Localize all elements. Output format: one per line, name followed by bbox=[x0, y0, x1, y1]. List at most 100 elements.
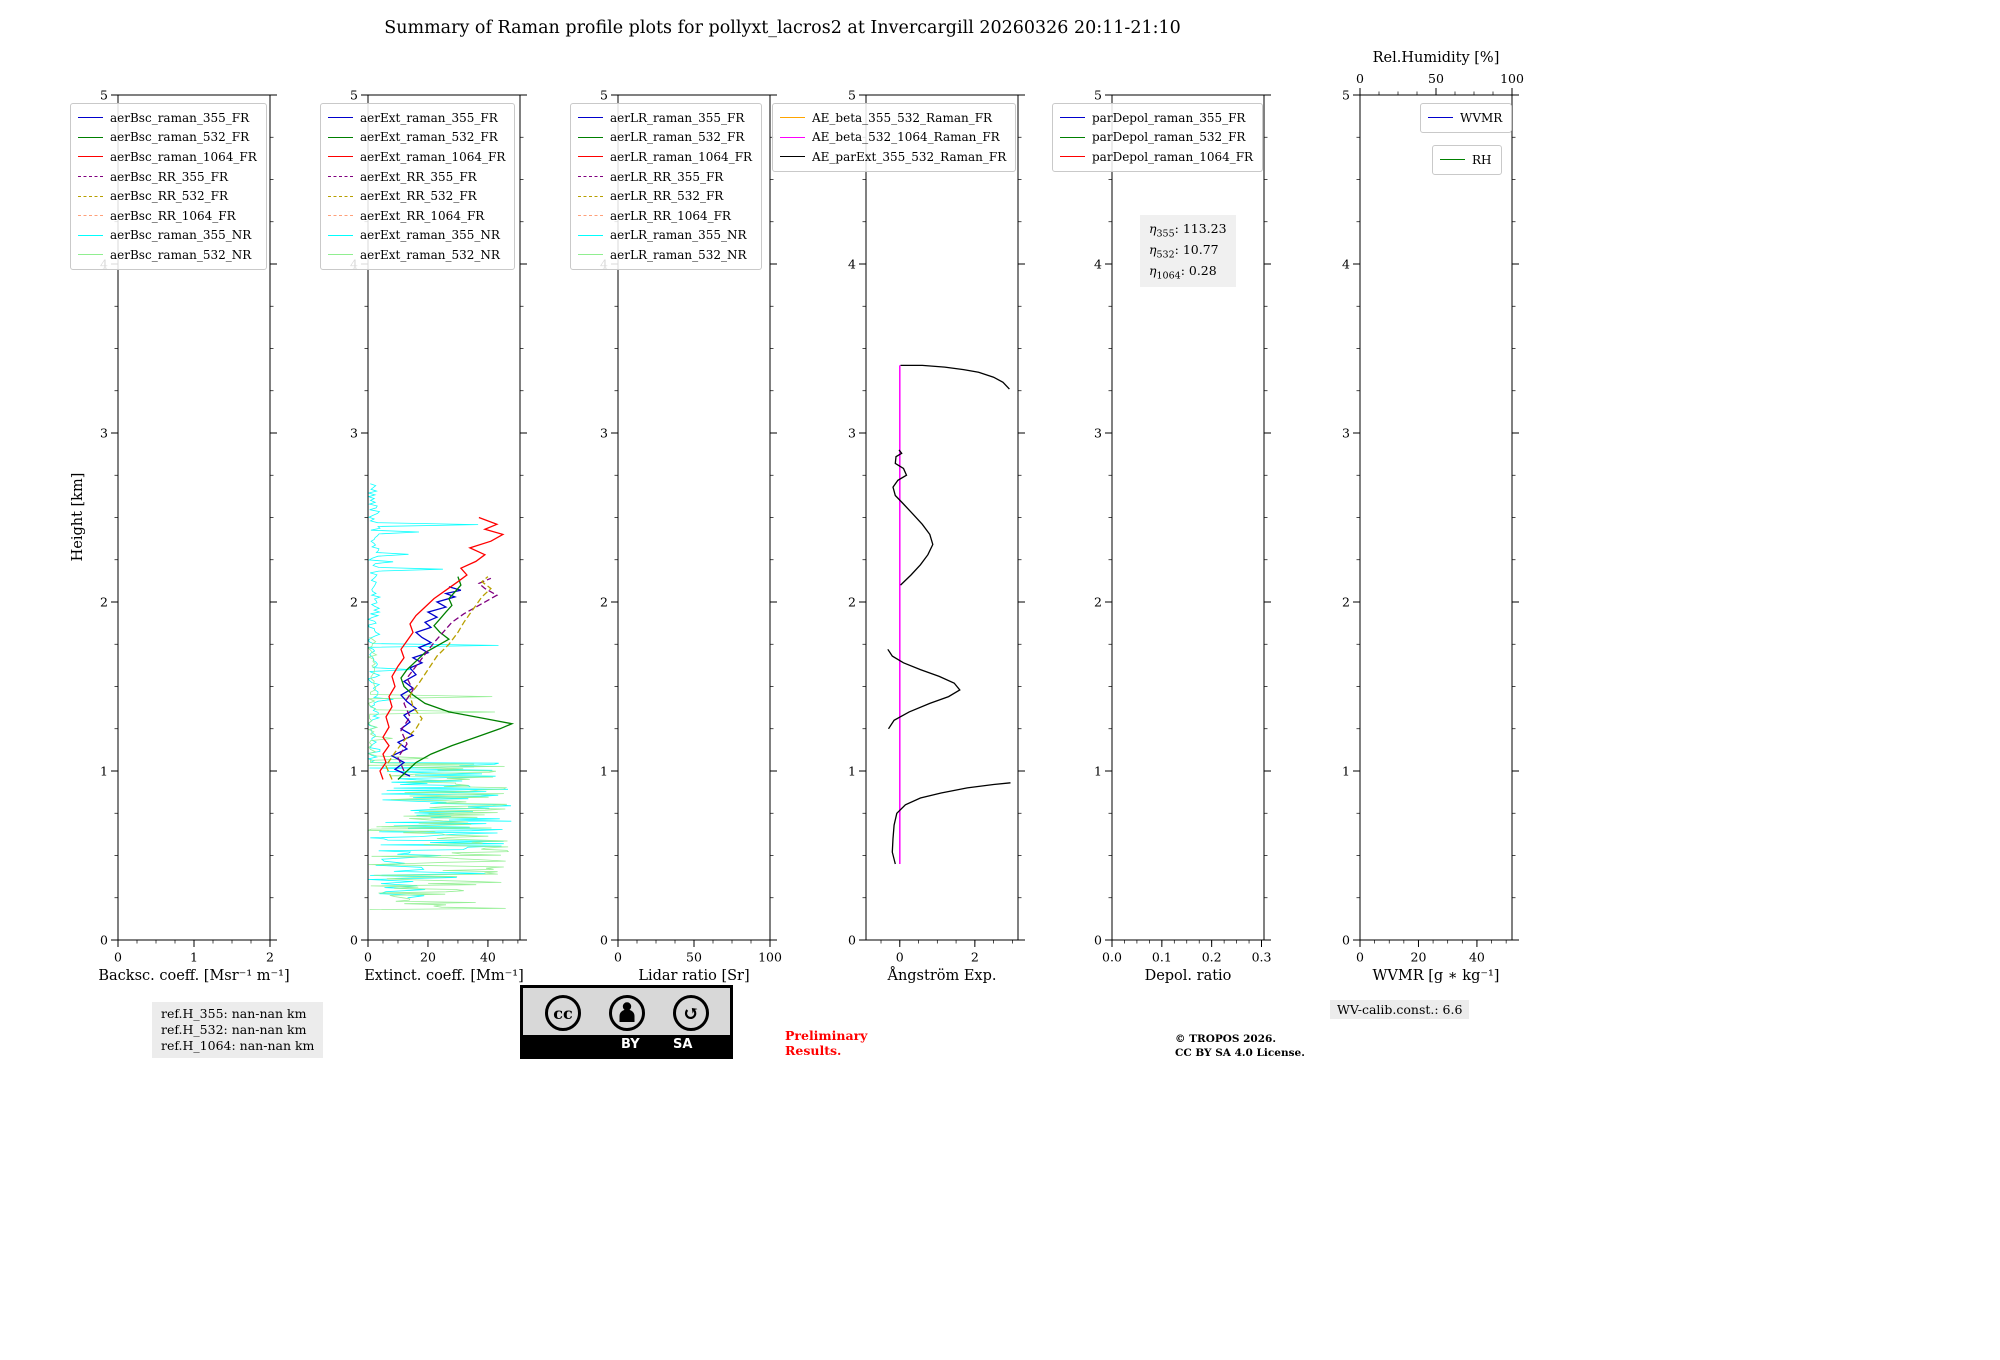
y-tick-label: 3 bbox=[600, 425, 608, 440]
legend-line-sample bbox=[1060, 156, 1085, 158]
x-tick-label: 0.2 bbox=[1202, 950, 1222, 965]
legend-line-sample bbox=[328, 234, 353, 236]
attribution-person-icon bbox=[608, 995, 645, 1031]
legend-item: aerLR_raman_532_FR bbox=[578, 129, 752, 147]
x-tick-label: 0.0 bbox=[1102, 950, 1122, 965]
y-tick-label: 5 bbox=[600, 87, 608, 102]
cc-icons-row: cc ↺ bbox=[523, 988, 730, 1036]
legend-label: AE_beta_355_532_Raman_FR bbox=[812, 110, 993, 125]
y-tick-label: 3 bbox=[350, 425, 358, 440]
legend-item: RH bbox=[1440, 151, 1492, 169]
x-tick-label: 0.1 bbox=[1152, 950, 1172, 965]
legend-item: aerLR_RR_355_FR bbox=[578, 168, 752, 186]
legend-item: aerBsc_raman_532_FR bbox=[78, 129, 257, 147]
legend-label: aerBsc_raman_1064_FR bbox=[110, 149, 257, 164]
y-tick-label: 5 bbox=[350, 87, 358, 102]
legend-line-sample bbox=[578, 156, 603, 158]
legend-line-sample bbox=[328, 254, 353, 256]
svg-text:↺: ↺ bbox=[682, 1001, 699, 1025]
y-tick-label: 2 bbox=[350, 594, 358, 609]
cc-sa-label: SA bbox=[673, 1037, 693, 1052]
legend-item: AE_beta_355_532_Raman_FR bbox=[780, 109, 1006, 127]
legend-label: aerBsc_RR_532_FR bbox=[110, 189, 229, 204]
series-AE_parExt_355_532_Raman_FR bbox=[892, 449, 934, 586]
eta-line: η355: 113.23 bbox=[1149, 221, 1227, 240]
legend-wvmr-1: RH bbox=[1432, 145, 1502, 175]
series-AE_parExt_355_532_Raman_FR bbox=[887, 648, 961, 730]
legend-label: aerExt_raman_355_NR bbox=[360, 228, 500, 243]
legend-item: aerExt_raman_532_FR bbox=[328, 129, 505, 147]
top-tick-label: 50 bbox=[1428, 71, 1444, 86]
panel-depol: 0 1 2 3 4 5 0.0 0.1 0.2 0.3 Depol. ratio bbox=[1094, 87, 1271, 984]
legend-item: aerExt_raman_355_FR bbox=[328, 109, 505, 127]
copyright-note: © TROPOS 2026. CC BY SA 4.0 License. bbox=[1175, 1033, 1305, 1060]
y-tick-label: 0 bbox=[350, 932, 358, 947]
x-tick-label: 1 bbox=[190, 950, 198, 965]
legend-line-sample bbox=[328, 117, 353, 119]
y-tick-label: 2 bbox=[1342, 594, 1350, 609]
y-tick-label: 5 bbox=[1094, 87, 1102, 102]
x-axis-label-lidar_ratio: Lidar ratio [Sr] bbox=[638, 968, 749, 984]
legend-label: parDepol_raman_1064_FR bbox=[1092, 149, 1254, 164]
legend-label: aerBsc_raman_532_FR bbox=[110, 130, 250, 145]
legend-item: WVMR bbox=[1428, 109, 1502, 127]
legend-item: AE_beta_532_1064_Raman_FR bbox=[780, 129, 1006, 147]
legend-line-sample bbox=[578, 254, 603, 256]
cc-strip: BY SA bbox=[523, 1035, 730, 1056]
legend-line-sample bbox=[1060, 117, 1085, 119]
figure-title: Summary of Raman profile plots for polly… bbox=[384, 18, 1181, 38]
panel-backscatter: 012345012Backsc. coeff. [Msr⁻¹ m⁻¹] bbox=[98, 87, 289, 984]
copyright-line: CC BY SA 4.0 License. bbox=[1175, 1046, 1305, 1059]
legend-line-sample bbox=[328, 215, 353, 217]
legend-label: aerExt_RR_355_FR bbox=[360, 169, 477, 184]
legend-line-sample bbox=[78, 176, 103, 178]
y-tick-label: 5 bbox=[848, 87, 856, 102]
legend-line-sample bbox=[578, 176, 603, 178]
legend-label: aerExt_raman_532_NR bbox=[360, 247, 500, 262]
x-tick-label: 0 bbox=[896, 950, 904, 965]
legend-line-sample bbox=[78, 117, 103, 119]
legend-item: aerLR_raman_355_FR bbox=[578, 109, 752, 127]
y-tick-label: 3 bbox=[100, 425, 108, 440]
legend-label: aerBsc_raman_355_NR bbox=[110, 228, 252, 243]
legend-item: aerLR_raman_355_NR bbox=[578, 227, 752, 245]
y-tick-label: 1 bbox=[100, 763, 108, 778]
legend-label: aerLR_raman_355_NR bbox=[610, 228, 747, 243]
legend-backscatter: aerBsc_raman_355_FR aerBsc_raman_532_FR ae… bbox=[70, 103, 267, 270]
x-tick-label: 2 bbox=[266, 950, 274, 965]
x-tick-label: 0 bbox=[614, 950, 622, 965]
legend-label: aerLR_raman_1064_FR bbox=[610, 149, 753, 164]
top-tick-label: 0 bbox=[1356, 71, 1364, 86]
preliminary-line: Preliminary bbox=[785, 1028, 868, 1043]
legend-line-sample bbox=[78, 254, 103, 256]
legend-item: aerBsc_raman_1064_FR bbox=[78, 148, 257, 166]
y-tick-label: 0 bbox=[600, 932, 608, 947]
legend-item: aerLR_RR_1064_FR bbox=[578, 207, 752, 225]
legend-label: parDepol_raman_355_FR bbox=[1092, 110, 1246, 125]
legend-item: aerBsc_RR_532_FR bbox=[78, 187, 257, 205]
copyright-line: © TROPOS 2026. bbox=[1175, 1033, 1277, 1045]
y-tick-label: 0 bbox=[1094, 932, 1102, 947]
cc-license-badge: cc ↺ BY SA bbox=[520, 985, 733, 1059]
y-tick-label: 3 bbox=[848, 425, 856, 440]
legend-line-sample bbox=[780, 117, 805, 119]
y-tick-label: 2 bbox=[100, 594, 108, 609]
legend-item: aerExt_RR_355_FR bbox=[328, 168, 505, 186]
legend-item: aerBsc_raman_355_NR bbox=[78, 227, 257, 245]
x-tick-label: 0 bbox=[114, 950, 122, 965]
y-tick-label: 4 bbox=[1094, 256, 1102, 271]
y-tick-label: 4 bbox=[848, 256, 856, 271]
legend-label: aerBsc_raman_532_NR bbox=[110, 247, 252, 262]
series-aerExt_RR_355_FR bbox=[397, 577, 499, 772]
legend-line-sample bbox=[780, 156, 805, 158]
x-tick-label: 2 bbox=[971, 950, 979, 965]
legend-item: parDepol_raman_532_FR bbox=[1060, 129, 1253, 147]
y-tick-label: 5 bbox=[1342, 87, 1350, 102]
legend-item: aerExt_raman_532_NR bbox=[328, 246, 505, 264]
legend-line-sample bbox=[78, 215, 103, 217]
cc-by-label: BY bbox=[621, 1037, 640, 1052]
